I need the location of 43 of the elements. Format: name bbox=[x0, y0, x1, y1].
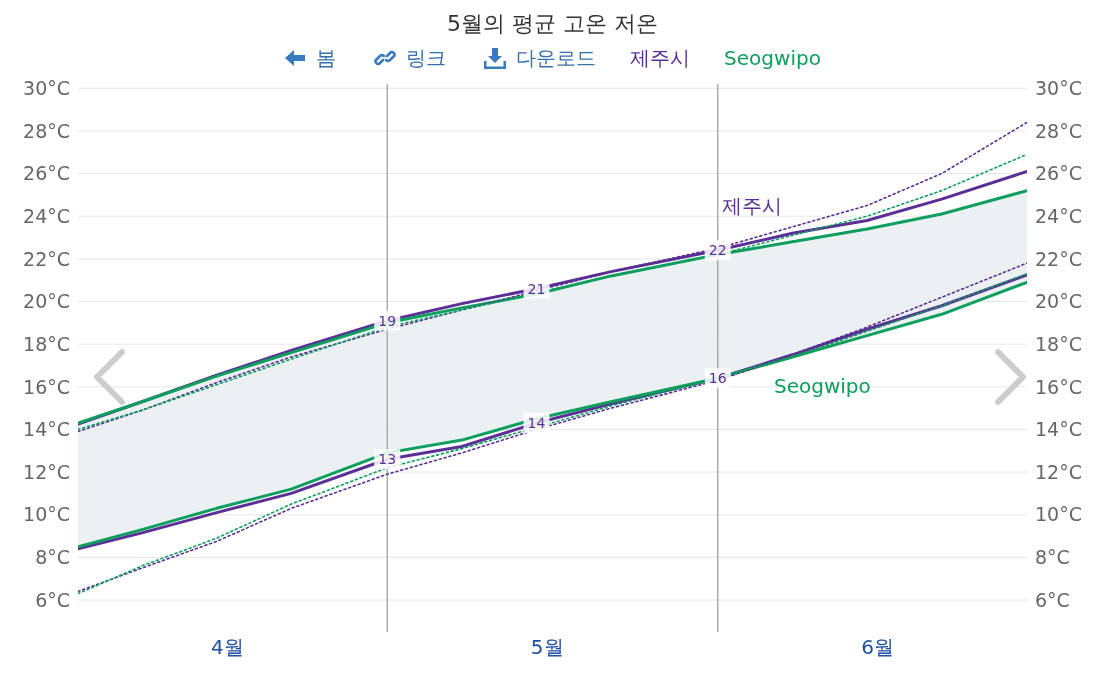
y-tick-label: 10°C bbox=[23, 503, 70, 526]
y-tick-label: 30°C bbox=[23, 77, 70, 100]
data-label: 13 bbox=[378, 451, 397, 468]
y2-tick-label: 10°C bbox=[1035, 503, 1082, 526]
y-tick-label: 18°C bbox=[23, 332, 70, 355]
y2-tick-label: 26°C bbox=[1035, 162, 1082, 185]
y2-tick-label: 14°C bbox=[1035, 418, 1082, 441]
y-tick-label: 8°C bbox=[35, 546, 70, 569]
text: 링크 bbox=[406, 44, 447, 72]
y-tick-label: 16°C bbox=[23, 375, 70, 398]
y-tick-label: 20°C bbox=[23, 290, 70, 313]
y2-tick-label: 30°C bbox=[1035, 77, 1082, 100]
y2-tick-label: 12°C bbox=[1035, 460, 1082, 483]
y-tick-label: 14°C bbox=[23, 418, 70, 441]
y-tick-label: 26°C bbox=[23, 162, 70, 185]
y-tick-label: 12°C bbox=[23, 460, 70, 483]
y2-tick-label: 28°C bbox=[1035, 119, 1082, 142]
x-tick-label: 6월 bbox=[861, 635, 895, 660]
y2-tick-label: 22°C bbox=[1035, 247, 1082, 270]
data-label: 14 bbox=[527, 415, 546, 432]
x-tick-label: 5월 bbox=[530, 635, 564, 660]
y2-tick-label: 20°C bbox=[1035, 290, 1082, 313]
text: 제주시 bbox=[630, 45, 691, 70]
y-tick-label: 22°C bbox=[23, 247, 70, 270]
text: 봄 bbox=[316, 44, 337, 72]
y-tick-label: 24°C bbox=[23, 204, 70, 227]
y2-tick-label: 6°C bbox=[1035, 588, 1070, 611]
y2-tick-label: 16°C bbox=[1035, 375, 1082, 398]
y-tick-label: 6°C bbox=[35, 588, 70, 611]
chart-title: 5월의 평균 고온 저온 bbox=[446, 10, 659, 38]
y-tick-label: 28°C bbox=[23, 119, 70, 142]
y2-tick-label: 8°C bbox=[1035, 546, 1070, 569]
text: 다운로드 bbox=[516, 44, 597, 72]
x-tick-label: 4월 bbox=[210, 635, 244, 660]
y2-tick-label: 24°C bbox=[1035, 204, 1082, 227]
data-label: 19 bbox=[378, 312, 397, 329]
data-label: 22 bbox=[708, 242, 727, 259]
data-label: 21 bbox=[527, 280, 546, 297]
y2-tick-label: 18°C bbox=[1035, 332, 1082, 355]
text: Seogwipo bbox=[724, 46, 821, 70]
series-label: Seogwipo bbox=[774, 373, 871, 398]
data-label: 16 bbox=[708, 370, 727, 387]
series-label: 제주시 bbox=[722, 194, 783, 219]
